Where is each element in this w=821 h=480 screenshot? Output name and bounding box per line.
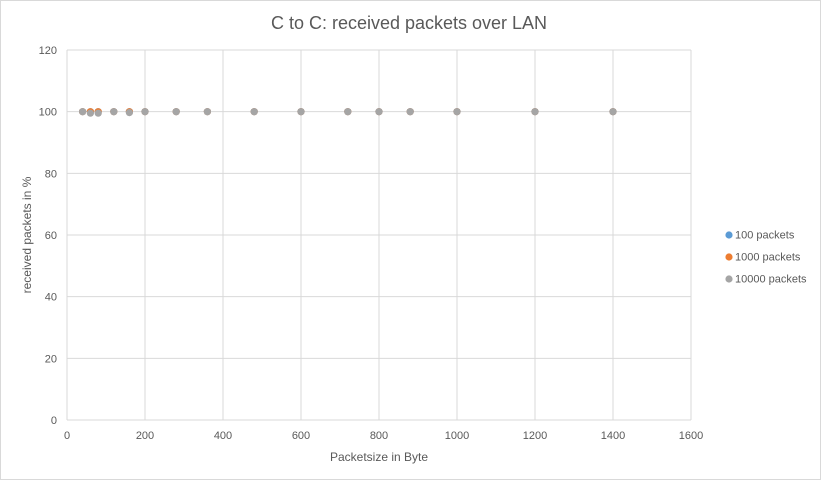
x-tick-label: 1000 [445,430,469,442]
y-tick-label: 60 [45,230,57,242]
data-points [79,108,617,117]
y-tick-label: 40 [45,292,57,304]
x-tick-label: 600 [292,430,310,442]
gridlines [66,49,692,421]
data-point [250,108,258,116]
data-point [406,108,414,116]
legend-marker [725,231,733,239]
data-point [141,108,149,116]
y-axis-label: received packets in % [20,176,34,293]
x-tick-label: 0 [64,430,70,442]
data-point [125,108,133,117]
data-point [375,108,383,116]
y-tick-label: 100 [39,107,57,119]
x-tick-label: 800 [370,430,388,442]
x-tick-label: 200 [136,430,154,442]
x-tick-label: 1200 [523,430,547,442]
data-point [94,109,102,117]
legend: 100 packets 1000 packets 10000 packets [725,230,807,286]
x-tick-label: 1600 [679,430,703,442]
legend-marker [725,275,733,283]
legend-label: 100 packets [735,230,795,242]
data-point [86,109,94,117]
data-point [344,108,352,116]
data-point [609,108,617,116]
data-point [453,108,461,116]
x-tick-label: 1400 [601,430,625,442]
data-point [110,108,118,116]
data-point [203,108,211,116]
data-point [531,108,539,116]
y-tick-label: 120 [39,45,57,57]
chart-title: C to C: received packets over LAN [271,13,547,33]
x-axis-label: Packetsize in Byte [330,450,428,464]
y-tick-label: 80 [45,168,57,180]
legend-label: 1000 packets [735,252,801,264]
data-point [79,108,87,116]
legend-label: 10000 packets [735,274,807,286]
y-tick-label: 0 [51,415,57,427]
data-point [172,108,180,116]
legend-marker [725,253,733,261]
y-tick-label: 20 [45,353,57,365]
x-tick-label: 400 [214,430,232,442]
data-point [297,108,305,116]
